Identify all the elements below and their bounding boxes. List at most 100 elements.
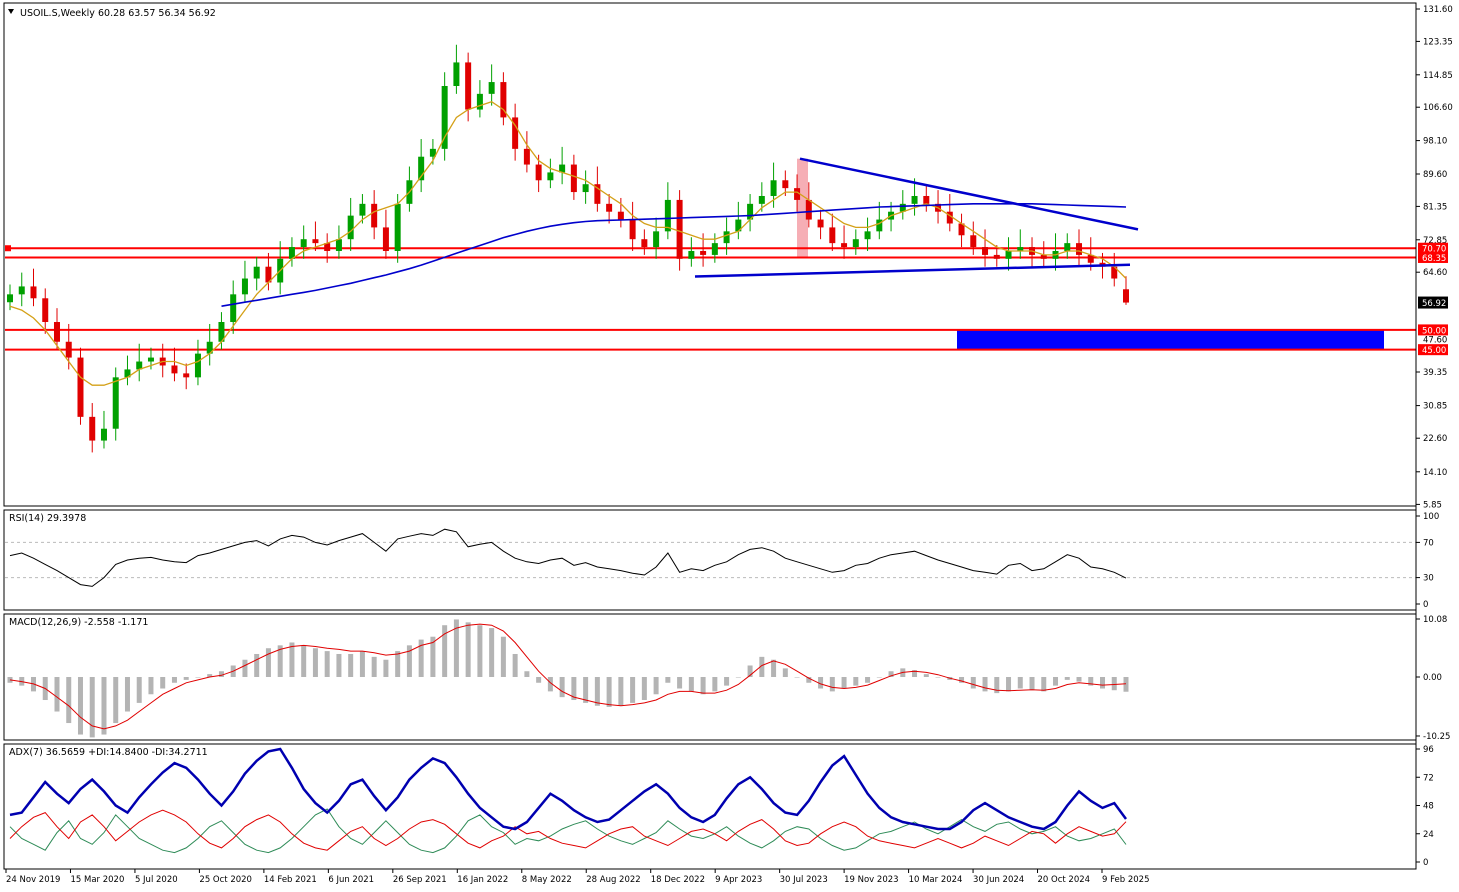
macd-bar xyxy=(195,677,201,678)
time-tick-label: 15 Mar 2020 xyxy=(70,875,124,885)
candle-body xyxy=(805,199,812,220)
candle-body xyxy=(1064,243,1071,251)
candle-body xyxy=(476,93,483,110)
macd-bar xyxy=(688,677,694,692)
target-zone xyxy=(957,329,1384,350)
macd-bar xyxy=(500,636,506,677)
candle-body xyxy=(711,243,718,255)
macd-bar xyxy=(1006,677,1012,692)
macd-bar xyxy=(312,648,318,677)
candle-body xyxy=(582,184,589,193)
macd-bar xyxy=(242,659,248,677)
candle-body xyxy=(852,239,859,248)
candle-body xyxy=(758,195,765,204)
candle-body xyxy=(1087,254,1094,263)
macd-bar xyxy=(101,677,107,735)
macd-bar xyxy=(818,677,824,689)
macd-bar xyxy=(1111,677,1117,691)
macd-bar xyxy=(289,642,295,677)
macd-bar xyxy=(865,677,871,683)
macd-bar xyxy=(712,677,718,692)
time-tick-label: 28 Aug 2022 xyxy=(586,875,640,885)
candle-body xyxy=(688,250,695,259)
macd-bar xyxy=(606,677,612,707)
time-tick-label: 26 Sep 2021 xyxy=(393,875,447,885)
macd-bar xyxy=(54,677,60,712)
macd-bar xyxy=(254,653,260,677)
panel-frame-rsi xyxy=(3,509,1417,611)
macd-bar xyxy=(113,677,119,724)
macd-bar xyxy=(348,653,354,677)
candle-body xyxy=(30,286,37,299)
time-tick-label: 8 May 2022 xyxy=(522,875,572,885)
candle-body xyxy=(723,231,730,244)
time-tick-label: 16 Jan 2022 xyxy=(457,875,508,885)
candle-body xyxy=(946,211,953,224)
candle-body xyxy=(382,227,389,251)
candle-body xyxy=(394,203,401,251)
macd-bar xyxy=(806,677,812,683)
macd-bar xyxy=(66,677,72,724)
macd-signal-line xyxy=(9,623,1127,730)
price-tick-label: 39.35 xyxy=(1423,368,1447,378)
macd-bar xyxy=(923,674,929,677)
macd-bar xyxy=(124,677,130,712)
rsi-title: RSI(14) 29.3978 xyxy=(9,513,86,524)
candle-body xyxy=(65,341,72,358)
adx-tick-label: 24 xyxy=(1423,830,1434,840)
macd-bar xyxy=(160,677,166,689)
adx-tick-label: 72 xyxy=(1423,773,1434,783)
dropdown-triangle-icon xyxy=(8,9,14,14)
macd-bar xyxy=(935,677,941,678)
macd-bar xyxy=(853,677,859,686)
candle-body xyxy=(747,203,754,220)
macd-bar xyxy=(430,636,436,677)
candle-body xyxy=(100,428,107,441)
time-tick-label: 30 Jul 2023 xyxy=(780,875,828,885)
candle-body xyxy=(288,247,295,259)
price-tick-label: 81.35 xyxy=(1423,202,1447,212)
macd-bar xyxy=(1064,677,1070,680)
candle-body xyxy=(265,266,272,283)
candle-body xyxy=(53,322,60,342)
candle-body xyxy=(324,243,331,251)
time-tick-label: 10 Mar 2024 xyxy=(909,875,963,885)
macd-bar xyxy=(301,645,307,677)
candle-body xyxy=(206,341,213,354)
macd-bar xyxy=(453,619,459,677)
macd-bar xyxy=(218,671,224,677)
price-tick-label: 114.85 xyxy=(1423,71,1453,81)
price-tick-label: 14.10 xyxy=(1423,468,1447,478)
time-tick-label: 24 Nov 2019 xyxy=(6,875,60,885)
macd-bar xyxy=(418,639,424,677)
price-tick-label: 64.60 xyxy=(1423,268,1447,278)
macd-bar xyxy=(970,677,976,689)
price-tick-label: 22.60 xyxy=(1423,434,1447,444)
macd-bar xyxy=(759,656,765,677)
candle-body xyxy=(253,266,260,279)
candle-body xyxy=(570,164,577,193)
level-label: 47.60 xyxy=(1423,335,1447,345)
candle-body xyxy=(183,373,190,378)
candle-body xyxy=(300,239,307,248)
macd-bar xyxy=(183,677,189,680)
level-label: 70.70 xyxy=(1422,245,1446,255)
adx-tick-label: 96 xyxy=(1423,745,1434,755)
candle-body xyxy=(147,357,154,362)
chart-title: USOIL.S,Weekly xyxy=(20,8,95,19)
macd-bar xyxy=(1041,677,1047,692)
macd-bar xyxy=(630,677,636,703)
price-tick-label: 5.85 xyxy=(1423,500,1442,510)
candle-body xyxy=(1005,250,1012,259)
price-tick-label: 30.85 xyxy=(1423,402,1447,412)
macd-bar xyxy=(77,677,83,735)
candle-body xyxy=(453,62,460,86)
macd-bar xyxy=(876,677,882,678)
time-tick-label: 14 Feb 2021 xyxy=(264,875,317,885)
macd-bar xyxy=(724,677,730,686)
macd-tick-label: -10.25 xyxy=(1423,732,1450,742)
macd-bar xyxy=(583,677,589,703)
ohlc-readout: 60.28 63.57 56.34 56.92 xyxy=(98,8,216,19)
candle-body xyxy=(7,294,13,303)
